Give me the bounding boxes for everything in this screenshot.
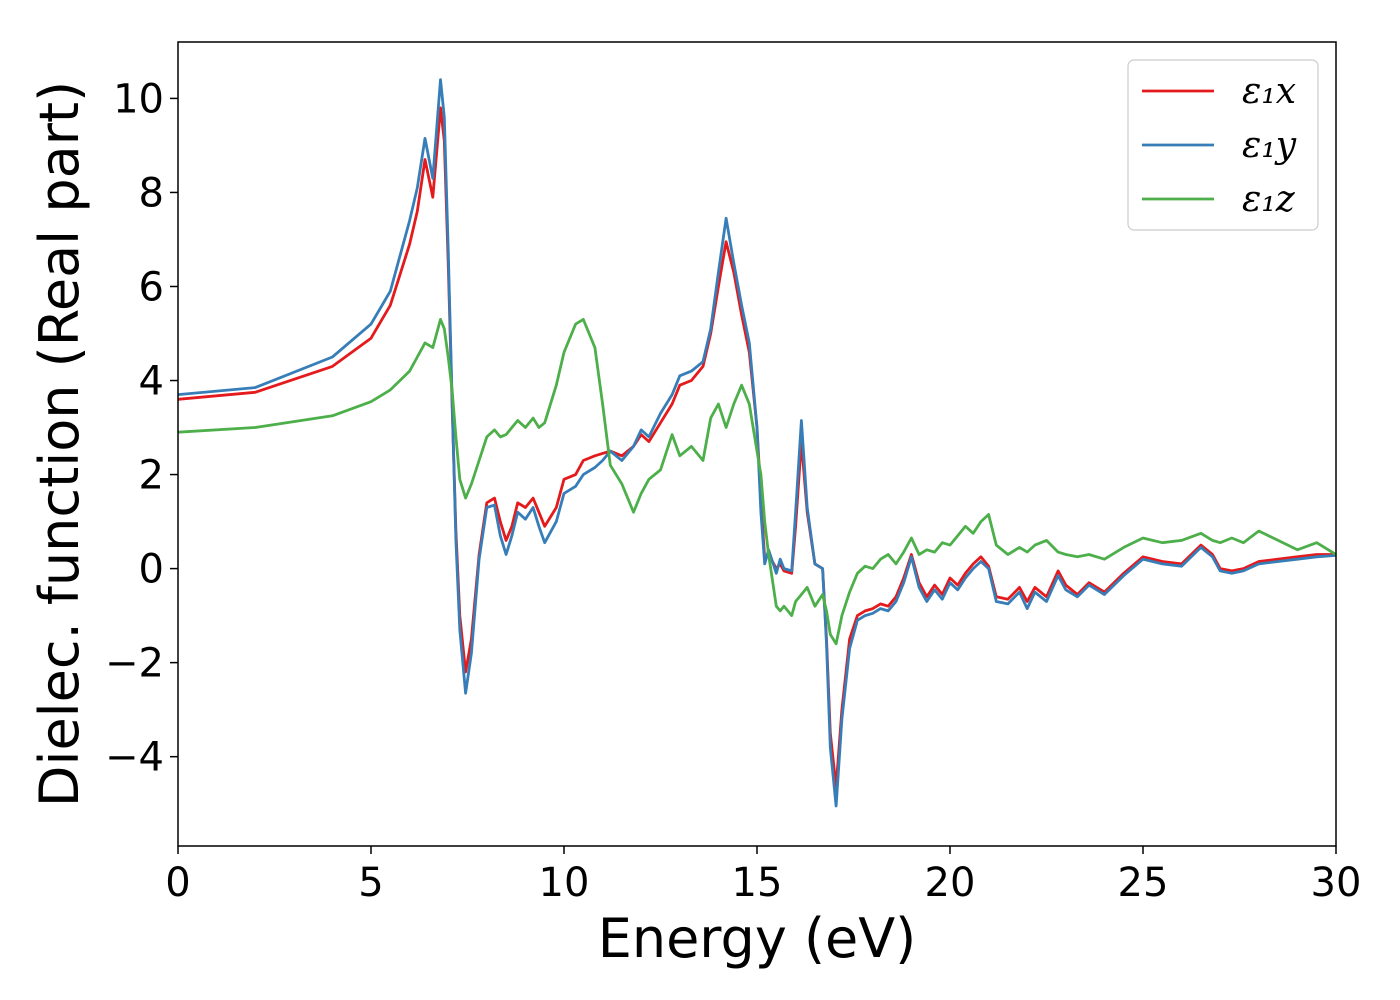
y-axis-ticks: −4 −2 0 2 4 6 8 10 xyxy=(105,76,178,781)
legend-label: ε₁z xyxy=(1242,179,1296,220)
series-line-2 xyxy=(178,78,1336,808)
y-tick-label: −4 xyxy=(105,735,164,781)
legend-box xyxy=(1127,59,1319,231)
y-tick-label: 10 xyxy=(113,76,164,122)
x-tick-label: 30 xyxy=(1311,860,1362,906)
x-tick-label: 15 xyxy=(732,860,783,906)
y-tick-label: 8 xyxy=(139,170,164,216)
x-tick-label: 20 xyxy=(925,860,976,906)
y-tick-label: 0 xyxy=(139,547,164,593)
legend: ε₁x ε₁y ε₁z xyxy=(1127,59,1319,231)
x-tick-label: 5 xyxy=(358,860,383,906)
y-tick-label: 6 xyxy=(139,264,164,310)
plot-lines xyxy=(178,78,1336,808)
y-tick-label: 4 xyxy=(139,359,164,405)
x-axis-label: Energy (eV) xyxy=(598,907,917,970)
y-axis-label: Dielec. function (Real part) xyxy=(28,81,91,807)
y-tick-label: −2 xyxy=(105,641,164,687)
x-tick-label: 25 xyxy=(1118,860,1169,906)
y-tick-label: 2 xyxy=(139,453,164,499)
x-tick-label: 0 xyxy=(165,860,190,906)
x-tick-label: 10 xyxy=(539,860,590,906)
series-line-3 xyxy=(178,318,1336,646)
legend-label: ε₁y xyxy=(1242,125,1297,166)
x-axis-ticks: 0 5 10 15 20 25 30 xyxy=(165,846,1361,906)
legend-label: ε₁x xyxy=(1242,71,1296,112)
